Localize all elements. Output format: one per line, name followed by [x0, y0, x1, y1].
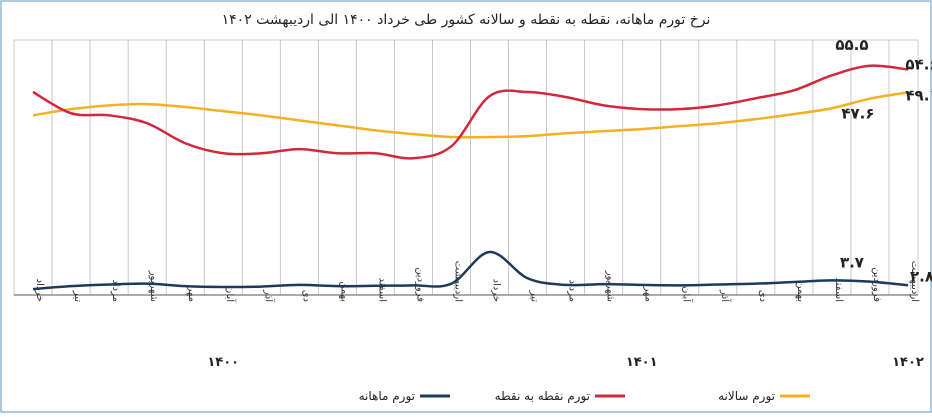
x-tick-label: مهر — [186, 286, 197, 302]
legend-label: تورم ماهانه — [359, 389, 415, 404]
year-label: ۱۴۰۰ — [207, 355, 239, 370]
year-label: ۱۴۰۱ — [626, 355, 658, 370]
x-tick-label: اسفند — [376, 278, 387, 302]
x-tick-label: آبان — [681, 286, 694, 303]
x-tick-label: آذر — [262, 289, 275, 303]
data-label: ۵۵.۵ — [835, 36, 868, 54]
data-label: ۴۷.۶ — [841, 105, 874, 123]
x-tick-label: مرداد — [110, 279, 121, 302]
x-tick-label: مهر — [643, 286, 654, 302]
plot-area — [13, 39, 919, 296]
x-tick-label: اسفند — [833, 278, 844, 302]
legend-label: تورم نقطه به نقطه — [495, 389, 590, 404]
x-tick-label: شهریور — [605, 270, 616, 302]
x-tick-label: خرداد — [491, 279, 502, 302]
data-label: ۳.۷ — [840, 254, 864, 272]
x-tick-label: شهریور — [148, 270, 159, 302]
x-tick-label: فروردین — [871, 267, 882, 302]
year-label: ۱۴۰۲ — [892, 355, 924, 370]
x-tick-label: اردیبهشت — [909, 261, 920, 302]
x-tick-label: مرداد — [567, 279, 578, 302]
x-tick-label: آذر — [719, 289, 732, 303]
x-tick-label: آبان — [224, 286, 237, 303]
legend-label: تورم سالانه — [718, 389, 775, 404]
line — [32, 91, 909, 139]
data-label: ۵۴.۶ — [905, 56, 932, 74]
x-tick-label: دی — [757, 290, 768, 302]
data-label: ۲.۸ — [910, 267, 932, 285]
x-tick-label: دی — [300, 290, 311, 302]
x-tick-label: خرداد — [34, 279, 45, 302]
x-tick-label: تیر — [529, 290, 540, 303]
x-tick-label: اردیبهشت — [452, 261, 463, 302]
x-tick-label: بهمن — [338, 281, 349, 302]
data-label: ۴۹.۱ — [905, 86, 932, 104]
x-tick-label: بهمن — [795, 281, 806, 302]
x-tick-label: تیر — [72, 290, 83, 303]
line — [32, 64, 909, 160]
line — [32, 250, 909, 291]
chart-title: نرخ تورم ماهانه، نقطه به نقطه و سالانه ک… — [222, 12, 711, 28]
